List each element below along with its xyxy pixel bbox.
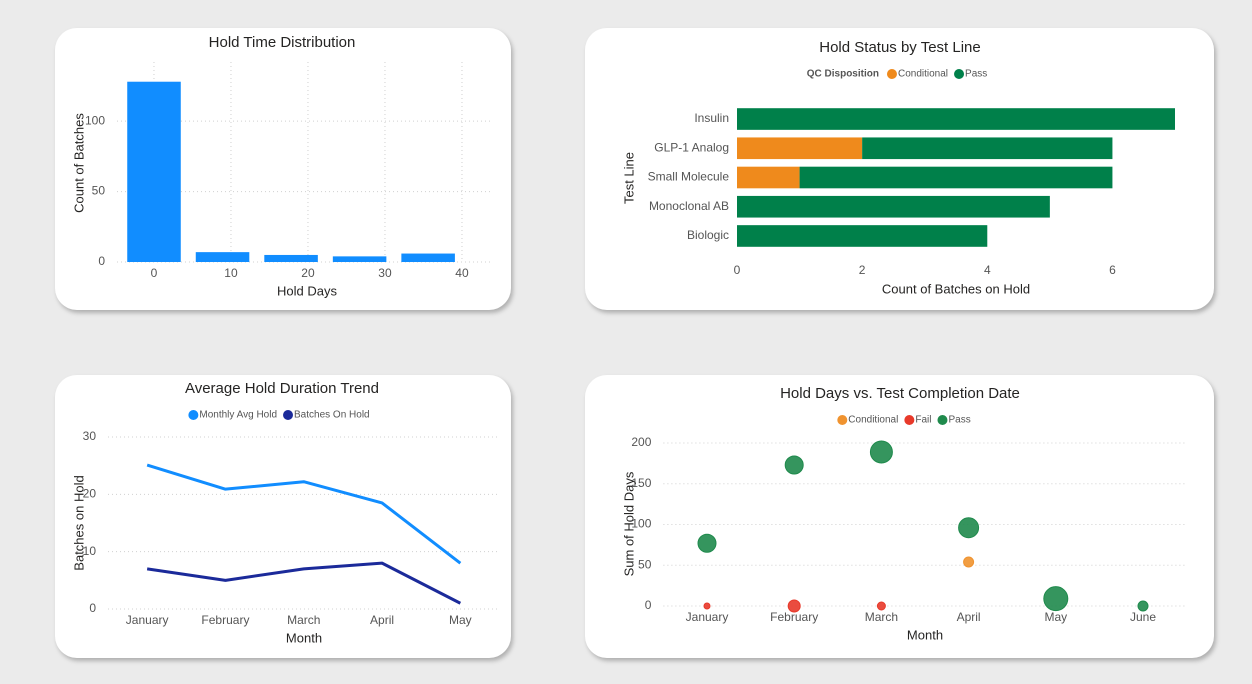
- legend-label: Pass: [948, 415, 970, 426]
- legend: Monthly Avg Hold Batches On Hold: [188, 410, 370, 421]
- bar: [264, 254, 318, 262]
- bar: [332, 256, 387, 262]
- x-axis-title: Month: [907, 627, 943, 642]
- legend-title: QC Disposition: [807, 69, 879, 80]
- y-axis-title: Count of Batches: [71, 113, 86, 213]
- y-tick-label: Small Molecule: [648, 170, 730, 184]
- x-tick-label: May: [449, 613, 472, 627]
- bubble: [697, 533, 717, 553]
- chart-title: Hold Status by Test Line: [819, 39, 980, 56]
- x-tick-label: 20: [301, 266, 315, 280]
- x-tick-label: January: [686, 610, 729, 624]
- x-tick-label: 0: [734, 263, 741, 277]
- bubble: [784, 455, 804, 475]
- y-tick-label: 20: [83, 487, 97, 501]
- x-tick-label: 0: [151, 266, 158, 280]
- x-tick-label: March: [865, 610, 898, 624]
- legend-marker: [904, 415, 915, 425]
- x-tick-label: 6: [1109, 263, 1116, 277]
- chart-title: Hold Days vs. Test Completion Date: [780, 385, 1020, 402]
- y-tick-label: 10: [83, 544, 97, 558]
- x-tick-label: May: [1044, 610, 1067, 624]
- x-tick-label: 30: [378, 266, 392, 280]
- bar: [127, 81, 181, 262]
- x-axis-title: Count of Batches on Hold: [882, 281, 1030, 296]
- x-tick-label: 2: [859, 263, 866, 277]
- y-tick-label: 50: [638, 557, 652, 571]
- x-tick-label: 10: [224, 266, 238, 280]
- bubble: [963, 556, 975, 568]
- bar-segment: [862, 137, 1113, 160]
- x-tick-label: February: [770, 610, 818, 624]
- y-axis-title: Test Line: [621, 152, 636, 204]
- y-tick-label: 0: [89, 601, 96, 615]
- legend: QC Disposition Conditional Pass: [807, 69, 988, 80]
- legend-marker: [954, 69, 965, 79]
- y-tick-label: 50: [92, 184, 106, 198]
- x-tick-label: April: [957, 610, 981, 624]
- legend-label: Fail: [915, 415, 931, 426]
- bubble: [703, 602, 711, 610]
- x-tick-label: 40: [455, 266, 469, 280]
- bar: [401, 253, 455, 262]
- y-tick-label: GLP-1 Analog: [654, 140, 729, 154]
- legend-label: Batches On Hold: [294, 410, 370, 421]
- legend: Conditional Fail Pass: [837, 415, 971, 426]
- bar-segment: [737, 195, 1050, 218]
- bubble: [1043, 586, 1069, 612]
- card: [55, 375, 511, 658]
- bar: [195, 252, 250, 262]
- y-tick-label: 30: [83, 429, 97, 443]
- x-tick-label: April: [370, 613, 394, 627]
- legend-marker: [886, 69, 897, 79]
- bubble: [876, 601, 886, 611]
- y-axis-title: Sum of Hold Days: [621, 471, 636, 576]
- y-tick-label: 150: [631, 476, 651, 490]
- card: [585, 375, 1214, 658]
- y-tick-label: Insulin: [694, 111, 729, 125]
- line: [146, 561, 462, 605]
- card: [55, 28, 511, 310]
- bubble: [787, 599, 801, 613]
- x-axis-title: Hold Days: [277, 283, 337, 298]
- x-axis-title: Month: [286, 630, 322, 645]
- bar-segment: [799, 166, 1113, 189]
- bubble: [1137, 600, 1149, 612]
- legend-label: Monthly Avg Hold: [199, 410, 277, 421]
- bar-segment: [737, 166, 800, 189]
- legend-marker: [188, 410, 199, 420]
- legend-label: Conditional: [898, 69, 948, 80]
- x-tick-label: 4: [984, 263, 991, 277]
- y-tick-label: Biologic: [687, 228, 729, 242]
- y-tick-label: 0: [98, 254, 105, 268]
- y-tick-label: Monoclonal AB: [649, 199, 729, 213]
- y-tick-label: 0: [645, 598, 652, 612]
- bar-segment: [737, 108, 1175, 130]
- chart-title: Hold Time Distribution: [209, 34, 356, 51]
- legend-marker: [937, 415, 948, 425]
- line: [146, 463, 462, 565]
- y-tick-label: 200: [631, 435, 651, 449]
- chart-title: Average Hold Duration Trend: [185, 380, 379, 397]
- x-tick-label: June: [1130, 610, 1156, 624]
- x-tick-label: January: [126, 613, 169, 627]
- y-tick-label: 100: [631, 517, 651, 531]
- bar-segment: [737, 225, 988, 247]
- bubble: [958, 517, 980, 539]
- legend-label: Conditional: [848, 415, 898, 426]
- bar-segment: [737, 137, 863, 160]
- x-tick-label: March: [287, 613, 320, 627]
- legend-marker: [283, 410, 294, 420]
- y-tick-label: 100: [85, 113, 105, 127]
- legend-marker: [837, 415, 848, 425]
- bubble: [869, 440, 893, 464]
- x-tick-label: February: [201, 613, 249, 627]
- y-axis-title: Batches on Hold: [71, 475, 86, 570]
- legend-label: Pass: [965, 69, 987, 80]
